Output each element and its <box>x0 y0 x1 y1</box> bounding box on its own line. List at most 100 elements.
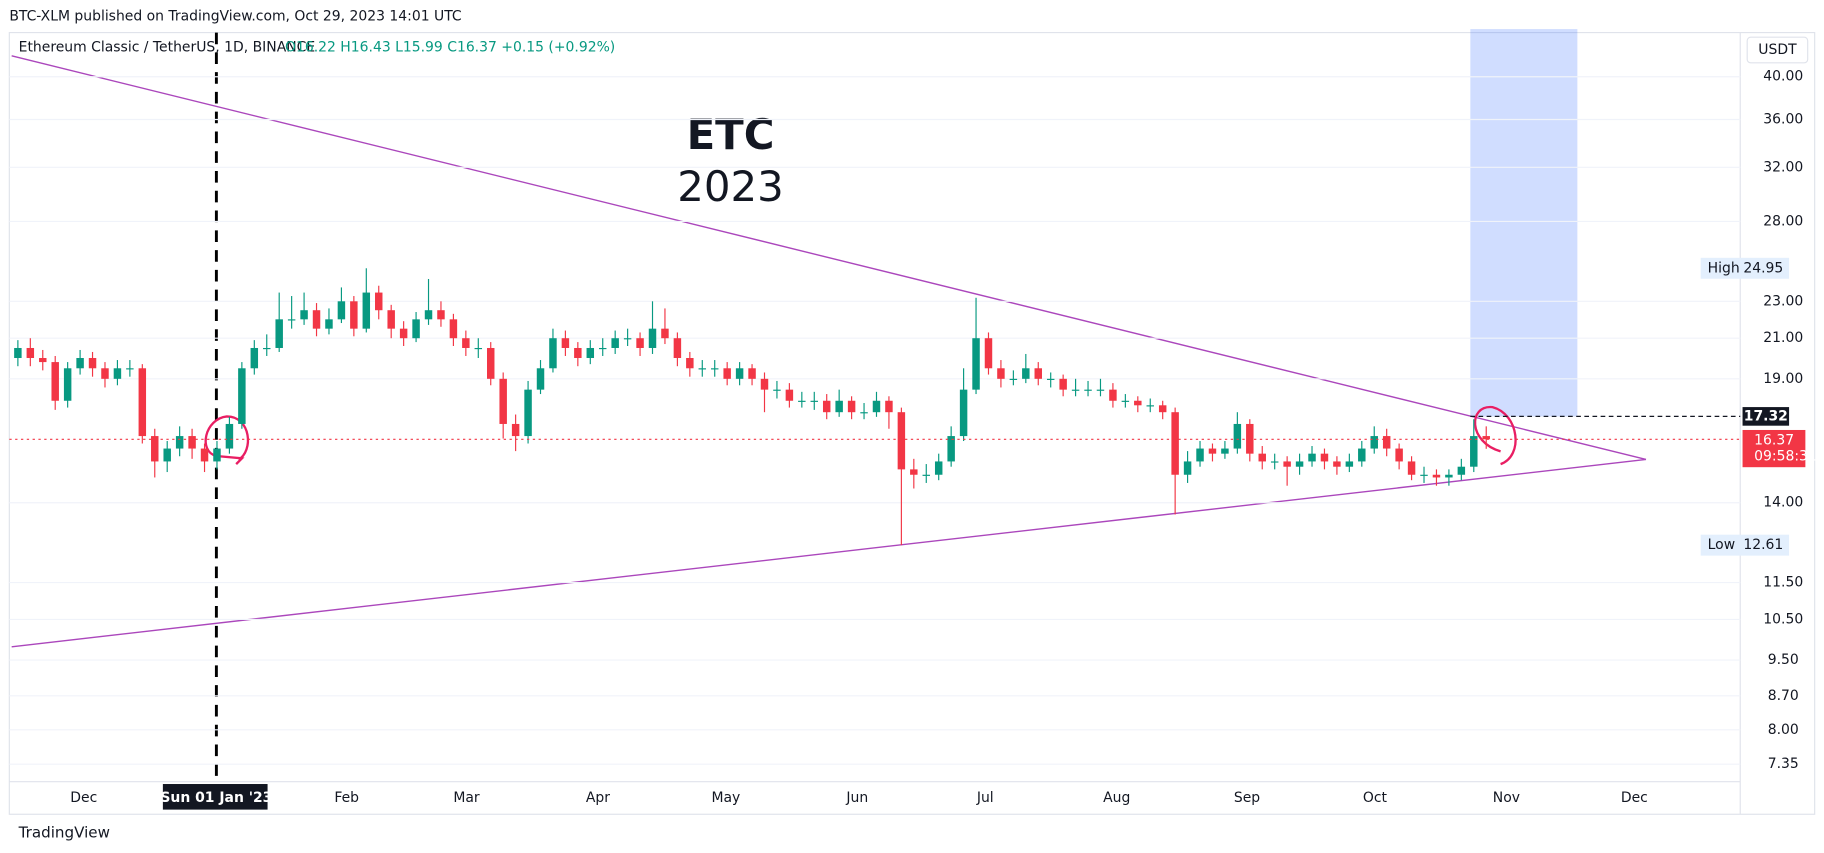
candle-body <box>710 368 719 370</box>
candle-body <box>449 319 458 339</box>
candle-body <box>735 368 744 379</box>
candle-body <box>163 448 171 462</box>
last-price-box <box>1742 429 1806 468</box>
candle-body <box>1470 436 1478 467</box>
candle-body <box>1183 461 1192 475</box>
candle-body <box>1270 461 1279 463</box>
candle-body <box>511 423 520 437</box>
y-tick-label: 23.00 <box>1763 293 1803 309</box>
plot: 40.00 36.00 32.00 28.00 23.00 21.00 19.00 14.00… <box>9 69 1817 810</box>
candle-body <box>947 436 955 462</box>
candle-body <box>437 310 445 320</box>
candle-body <box>847 400 856 413</box>
price-marker-box <box>1700 257 1790 279</box>
candle-body <box>213 448 221 462</box>
candle-body <box>1395 448 1403 462</box>
candle-body <box>1333 461 1341 467</box>
candle-body <box>1382 436 1391 449</box>
price-marker-value: 12.61 <box>1743 537 1783 553</box>
candle-body <box>959 389 968 437</box>
candle-body <box>337 301 346 320</box>
candle-body <box>698 368 707 370</box>
candle-body <box>1034 368 1042 379</box>
candle-body <box>623 338 632 340</box>
candle-body <box>250 347 259 369</box>
candle-body <box>1370 436 1378 449</box>
candle-body <box>860 412 868 414</box>
candle-body <box>1233 423 1242 449</box>
candle-body <box>1258 453 1266 462</box>
candle-body <box>760 378 769 390</box>
x-tick-label: Jul <box>976 790 994 806</box>
candle-body <box>1071 389 1080 391</box>
x-tick-label: Feb <box>334 790 359 806</box>
candle-body <box>972 338 980 390</box>
candle-body <box>113 368 122 379</box>
candle-body <box>922 474 930 476</box>
candle-body <box>1358 448 1366 462</box>
candle-body <box>910 469 918 475</box>
lower-trendline <box>11 458 1647 648</box>
currency-label[interactable]: USDT <box>1758 42 1797 58</box>
x-tick-label: Oct <box>1363 790 1388 806</box>
candle-body <box>1022 368 1030 379</box>
candle-body <box>561 338 570 348</box>
candle-body <box>1482 436 1490 440</box>
candle-body <box>636 338 644 348</box>
candle-body <box>835 400 843 413</box>
currency-button[interactable] <box>1746 36 1809 64</box>
candle-body <box>934 461 943 475</box>
candle-body <box>810 400 819 402</box>
y-tick-label: 32.00 <box>1763 159 1803 175</box>
candle-body <box>1096 389 1105 391</box>
candle-body <box>424 310 433 320</box>
candle-body <box>1221 448 1229 454</box>
candle-body <box>611 338 619 348</box>
x-tick-label: Dec <box>70 790 97 806</box>
chart-title: ETC <box>687 110 775 159</box>
upper-trendline <box>11 55 1647 461</box>
level-label: 17.32 <box>1744 408 1788 424</box>
candle-body <box>997 368 1005 379</box>
x-tick-label: Sun 01 Jan '23 <box>160 790 272 806</box>
y-tick-label: 19.00 <box>1763 371 1803 387</box>
candle-body <box>362 292 371 329</box>
candle-body <box>1146 405 1154 407</box>
chart-frame <box>8 31 1816 815</box>
x-tick-label: Dec <box>1621 790 1648 806</box>
last-price-label: 16.37 <box>1754 432 1794 448</box>
candle-body <box>1295 461 1304 467</box>
candle-body <box>1009 378 1018 380</box>
candle-body <box>300 310 308 320</box>
y-tick-label: 21.00 <box>1763 330 1803 346</box>
candle-body <box>773 389 781 391</box>
x-tick-label: Jun <box>845 790 868 806</box>
x-tick-label: Mar <box>453 790 480 806</box>
publish-note: BTC-XLM published on TradingView.com, Oc… <box>9 8 461 24</box>
candle-body <box>151 436 159 462</box>
candle-body <box>188 436 196 449</box>
candle-body <box>14 347 22 359</box>
target-box <box>1470 29 1578 417</box>
candle-body <box>101 368 109 379</box>
candle-body <box>574 347 582 359</box>
symbol-legend: Ethereum Classic / TetherUS, 1D, BINANCE <box>19 40 316 56</box>
candle-body <box>723 368 731 379</box>
x-tick-label: Sep <box>1234 790 1260 806</box>
candle-body <box>1432 474 1441 478</box>
candle-body <box>1320 453 1329 462</box>
x-tick-label: Apr <box>586 790 610 806</box>
candle-body <box>549 338 557 369</box>
candle-body <box>138 368 147 437</box>
candle-body <box>798 400 806 402</box>
candle-body <box>287 319 296 321</box>
candle-body <box>1283 461 1291 467</box>
candle-body <box>1345 461 1354 467</box>
candle-body <box>1134 400 1142 406</box>
candle-body <box>499 378 507 424</box>
x-tick-label: Nov <box>1493 790 1520 806</box>
candle-body <box>387 310 395 329</box>
candle-body <box>63 368 72 401</box>
y-tick-label: 36.00 <box>1763 111 1803 127</box>
